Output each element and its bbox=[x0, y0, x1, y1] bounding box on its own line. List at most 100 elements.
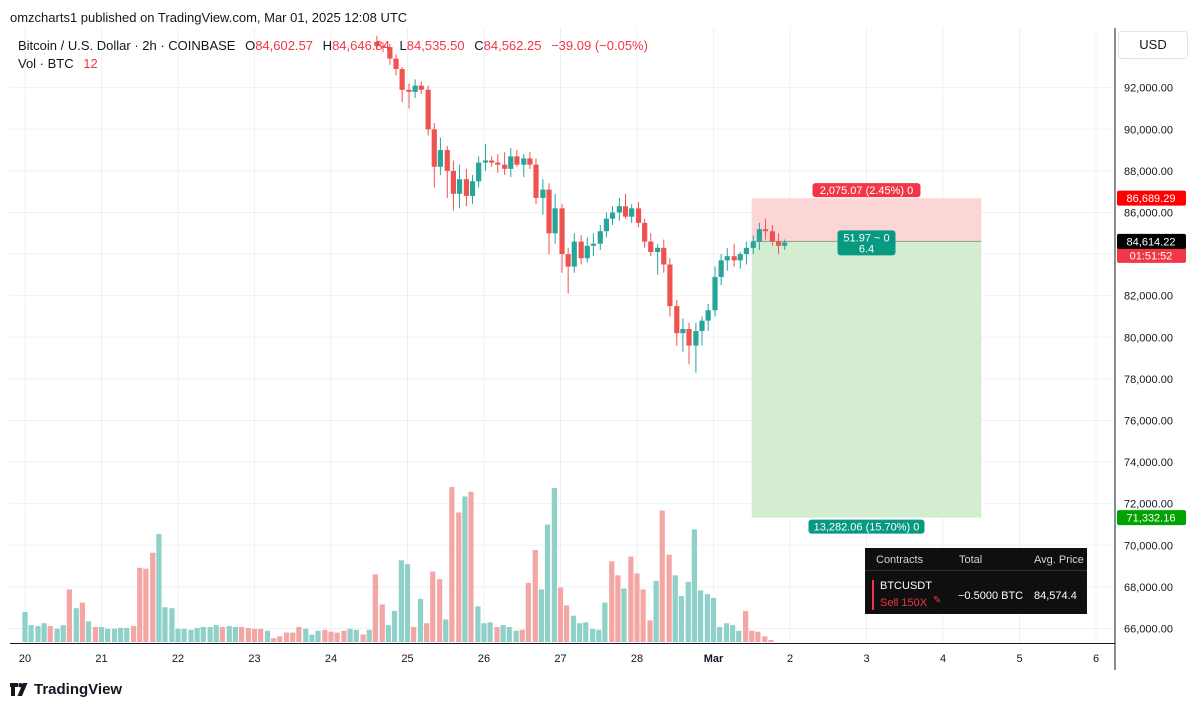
candle bbox=[527, 152, 533, 169]
candle bbox=[756, 222, 762, 250]
volume-bar bbox=[506, 626, 512, 642]
volume-bar bbox=[366, 629, 372, 642]
volume-bar bbox=[398, 560, 404, 642]
volume-bar bbox=[111, 628, 118, 642]
price-tick-label: 66,000.00 bbox=[1124, 624, 1173, 636]
volume-bar bbox=[691, 529, 697, 642]
volume-bar bbox=[232, 626, 238, 642]
candle bbox=[737, 252, 743, 269]
candle-body bbox=[718, 260, 724, 277]
volume-bar bbox=[666, 554, 672, 642]
stop-price-marker: 86,689.29 bbox=[1127, 193, 1176, 205]
volume-bar bbox=[417, 598, 424, 642]
time-tick-label: 2 bbox=[787, 653, 793, 665]
candle-body bbox=[655, 247, 661, 253]
volume-bar bbox=[181, 628, 187, 642]
open-value: 84,602.57 bbox=[255, 38, 314, 53]
volume-bar bbox=[500, 625, 506, 642]
volume-bar bbox=[284, 632, 290, 642]
volume-bar bbox=[315, 630, 321, 642]
candle-body bbox=[540, 189, 546, 198]
edit-icon[interactable]: ✎ bbox=[933, 595, 942, 606]
candle-body bbox=[743, 247, 749, 255]
volume-bar bbox=[762, 636, 768, 642]
time-tick-label: 26 bbox=[478, 653, 490, 665]
time-tick-label: 23 bbox=[248, 653, 260, 665]
tradingview-logo[interactable]: TradingView bbox=[10, 681, 122, 700]
volume-bar bbox=[678, 595, 684, 642]
volume-bar bbox=[538, 589, 544, 642]
price-tick-label: 82,000.00 bbox=[1124, 291, 1173, 303]
candle bbox=[456, 164, 463, 209]
currency-button[interactable]: USD bbox=[1118, 31, 1188, 59]
candle bbox=[648, 233, 654, 257]
candlestick-series bbox=[374, 35, 788, 373]
change-value: −39.09 (−0.05%) bbox=[551, 38, 648, 53]
volume-bar bbox=[341, 630, 347, 642]
candle bbox=[552, 193, 558, 244]
volume-bar bbox=[251, 628, 258, 642]
candle-body bbox=[559, 208, 565, 255]
candle-body bbox=[648, 241, 654, 253]
candle-body bbox=[622, 206, 629, 217]
candle bbox=[546, 183, 552, 255]
candle-body bbox=[489, 160, 495, 163]
candle-body bbox=[705, 310, 711, 321]
candle bbox=[769, 224, 776, 246]
candle-body bbox=[521, 158, 527, 165]
time-tick-label: 20 bbox=[19, 653, 31, 665]
volume-bar bbox=[481, 623, 487, 642]
candle bbox=[655, 243, 661, 275]
price-tick-label: 90,000.00 bbox=[1124, 124, 1173, 136]
price-tick-label: 86,000.00 bbox=[1124, 208, 1173, 220]
volume-bar bbox=[169, 608, 175, 642]
volume-bar bbox=[685, 581, 691, 642]
volume-bar bbox=[628, 556, 634, 642]
volume-bar bbox=[736, 630, 742, 642]
candle bbox=[584, 237, 590, 263]
candle bbox=[571, 233, 577, 273]
candle bbox=[680, 318, 686, 352]
target-box-label: 13,282.06 (15.70%) 0 bbox=[814, 522, 920, 534]
candle bbox=[463, 168, 470, 207]
candle bbox=[431, 123, 437, 188]
volume-bar bbox=[583, 622, 589, 642]
volume-bar bbox=[634, 573, 640, 642]
price-tick-label: 70,000.00 bbox=[1124, 540, 1173, 552]
open-label: O bbox=[245, 38, 256, 53]
volume-bar bbox=[85, 621, 92, 642]
volume-bar bbox=[621, 588, 627, 642]
volume-series bbox=[22, 487, 774, 642]
volume-bar bbox=[577, 623, 583, 642]
volume-bar bbox=[296, 626, 302, 642]
candle-body bbox=[616, 206, 623, 213]
volume-bar bbox=[200, 626, 206, 642]
candle-body bbox=[680, 328, 686, 334]
risk-reward-label: 6.4 bbox=[859, 243, 874, 255]
volume-bar bbox=[475, 606, 481, 642]
target-box-label-bg bbox=[808, 519, 925, 534]
candle bbox=[514, 150, 520, 167]
candle bbox=[705, 304, 711, 332]
volume-bar bbox=[640, 589, 646, 642]
candle bbox=[508, 148, 514, 178]
volume-bar bbox=[92, 626, 98, 642]
short-position-tool[interactable]: 2,075.07 (2.45%) 0 51.97 ~ 06.4 13,282.06 … bbox=[751, 183, 982, 534]
candle bbox=[559, 204, 565, 273]
volume-bar bbox=[590, 628, 596, 642]
take-profit-zone bbox=[751, 241, 982, 518]
candle bbox=[775, 233, 782, 255]
volume-bar bbox=[328, 631, 334, 642]
volume-bar bbox=[226, 626, 232, 642]
position-side: Sell 150X bbox=[880, 597, 928, 609]
candle-body bbox=[399, 68, 405, 90]
time-tick-label: 6 bbox=[1093, 653, 1099, 665]
volume-bar bbox=[79, 602, 85, 642]
low-value: 84,535.50 bbox=[406, 38, 465, 53]
candle-body bbox=[584, 245, 590, 259]
candle-body bbox=[418, 85, 424, 90]
candle-body bbox=[495, 162, 501, 165]
volume-bar bbox=[162, 607, 168, 642]
volume-bar bbox=[755, 631, 761, 642]
